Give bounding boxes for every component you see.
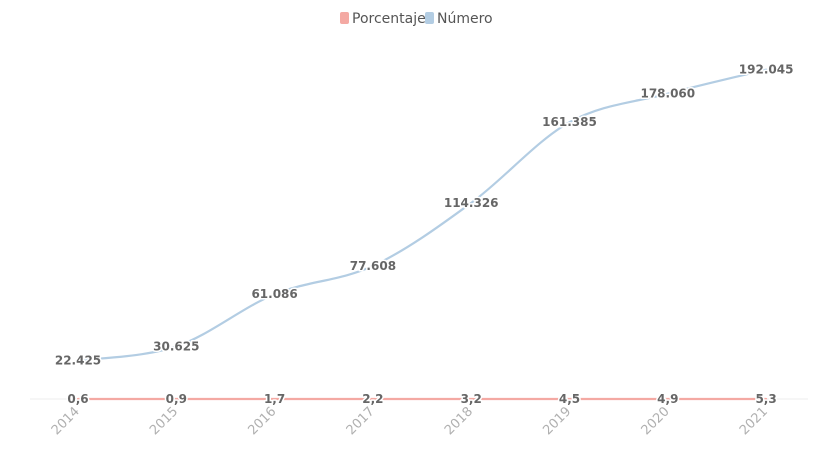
data-label-numero: 192.045 [739,63,794,77]
data-label-porcentaje: 3,2 [461,392,482,406]
x-axis-ticks: 2014 2015 2016 2017 2018 2019 2020 2021 [49,404,771,438]
x-tick-label: 2019 [540,404,574,438]
legend-swatch-numero [425,12,434,24]
data-label-porcentaje: 2,2 [362,392,383,406]
x-tick-label: 2015 [147,404,181,438]
data-labels: 22.425 30.625 61.086 77.608 114.326 161.385 17… [53,61,795,407]
data-label-porcentaje: 0,6 [67,392,88,406]
data-label-porcentaje: 4,9 [657,392,678,406]
x-tick-label: 2017 [344,404,378,438]
chart-legend: Porcentaje Número [340,11,493,27]
data-label-porcentaje: 5,3 [755,392,776,406]
x-tick-label: 2021 [737,404,771,438]
series-layer [76,68,768,401]
data-label-numero: 77.608 [350,259,396,273]
legend-label-numero: Número [437,11,493,27]
data-label-numero: 161.385 [542,115,597,129]
legend-swatch-porcentaje [340,12,349,24]
x-tick-label: 2016 [245,404,279,438]
data-label-porcentaje: 0,9 [166,392,187,406]
x-tick-label: 2018 [442,404,476,438]
legend-item-porcentaje[interactable]: Porcentaje [340,11,426,27]
data-label-numero: 178.060 [640,87,695,101]
data-label-numero: 22.425 [55,354,101,368]
x-tick-label: 2014 [49,404,83,438]
x-tick-label: 2020 [639,404,673,438]
series-line-numero [76,68,768,362]
data-label-numero: 114.326 [444,196,499,210]
data-label-porcentaje: 1,7 [264,392,285,406]
data-label-numero: 61.086 [251,287,297,301]
data-label-porcentaje: 4,5 [559,392,580,406]
legend-item-numero[interactable]: Número [425,11,493,27]
legend-label-porcentaje: Porcentaje [352,11,426,27]
data-label-numero: 30.625 [153,339,199,353]
